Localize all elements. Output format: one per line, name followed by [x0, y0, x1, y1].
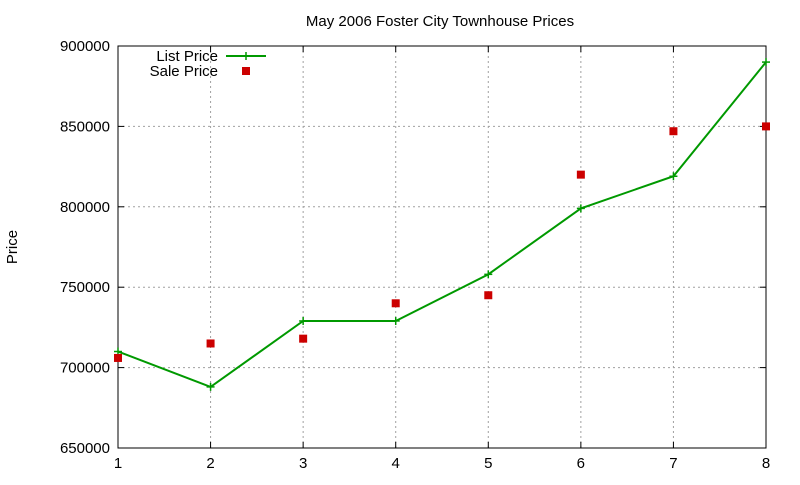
- list-price-point: [762, 58, 770, 67]
- y-tick-label: 800000: [60, 199, 110, 216]
- sale-price-point: [669, 127, 678, 136]
- sale-price-point: [299, 334, 308, 343]
- list-price-point: [669, 172, 678, 181]
- list-price-point: [484, 270, 493, 279]
- x-tick-label: 7: [669, 455, 677, 472]
- list-price-point: [391, 316, 400, 325]
- sale-price-point: [206, 339, 215, 348]
- grid-lines: [118, 46, 766, 448]
- x-tick-label: 4: [392, 455, 400, 472]
- chart-title: May 2006 Foster City Townhouse Prices: [306, 13, 574, 30]
- y-tick-label: 650000: [60, 440, 110, 457]
- list-price-line: [117, 61, 767, 389]
- list-price-point: [576, 204, 585, 213]
- sale-price-point: [762, 122, 770, 131]
- x-tick-label: 8: [762, 455, 770, 472]
- series-layer: [114, 58, 770, 391]
- axis-ticks: 1 2 3 4 5 6 7 8 650000 700000 750000 800000 850000 90…: [60, 38, 770, 472]
- legend-marker-sale-price: [242, 67, 250, 75]
- list-price-point: [206, 382, 215, 391]
- x-tick-label: 2: [206, 455, 214, 472]
- sale-price-point: [484, 291, 493, 300]
- y-tick-label: 900000: [60, 38, 110, 55]
- x-tick-label: 3: [299, 455, 307, 472]
- sale-price-point: [391, 299, 400, 308]
- x-tick-label: 5: [484, 455, 492, 472]
- legend-label-list-price: List Price: [156, 48, 218, 65]
- y-axis-label: Price: [4, 230, 21, 264]
- x-tick-label: 6: [577, 455, 585, 472]
- legend-marker-list-price: [242, 52, 250, 60]
- list-price-point: [299, 316, 308, 325]
- list-price-series: [114, 58, 770, 391]
- sale-price-point: [576, 170, 585, 179]
- y-tick-label: 700000: [60, 360, 110, 377]
- y-tick-label: 850000: [60, 118, 110, 135]
- sale-price-series: [114, 122, 770, 362]
- sale-price-point: [114, 353, 122, 362]
- plot-frame: [117, 45, 767, 449]
- x-tick-label: 1: [114, 455, 122, 472]
- y-tick-label: 750000: [60, 279, 110, 296]
- legend-label-sale-price: Sale Price: [150, 63, 218, 80]
